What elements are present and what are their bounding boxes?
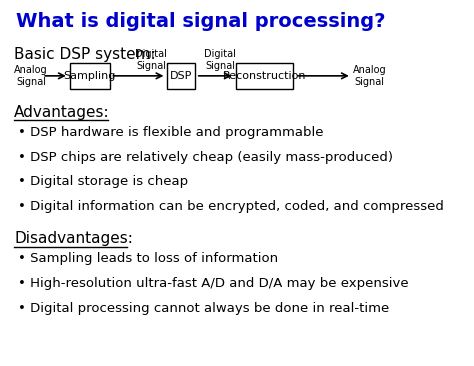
Text: Digital
Signal: Digital Signal (136, 49, 167, 71)
Text: DSP: DSP (170, 71, 192, 81)
Text: Analog
Signal: Analog Signal (14, 65, 48, 87)
Text: • DSP chips are relatively cheap (easily mass-produced): • DSP chips are relatively cheap (easily… (18, 151, 393, 164)
Text: Reconstruction: Reconstruction (223, 71, 306, 81)
Text: • Digital storage is cheap: • Digital storage is cheap (18, 175, 189, 188)
Text: Digital
Signal: Digital Signal (204, 49, 236, 71)
Text: • Sampling leads to loss of information: • Sampling leads to loss of information (18, 253, 278, 265)
Text: Disadvantages:: Disadvantages: (14, 231, 133, 246)
FancyBboxPatch shape (70, 63, 109, 89)
Text: What is digital signal processing?: What is digital signal processing? (16, 12, 386, 31)
Text: Advantages:: Advantages: (14, 105, 110, 120)
Text: • High-resolution ultra-fast A/D and D/A may be expensive: • High-resolution ultra-fast A/D and D/A… (18, 277, 409, 290)
FancyBboxPatch shape (236, 63, 293, 89)
FancyBboxPatch shape (167, 63, 195, 89)
Text: • Digital processing cannot always be done in real-time: • Digital processing cannot always be do… (18, 302, 390, 315)
Text: Basic DSP system:: Basic DSP system: (14, 47, 156, 62)
Text: Analog
Signal: Analog Signal (353, 65, 386, 87)
Text: Sampling: Sampling (64, 71, 116, 81)
Text: • DSP hardware is flexible and programmable: • DSP hardware is flexible and programma… (18, 126, 324, 139)
Text: • Digital information can be encrypted, coded, and compressed: • Digital information can be encrypted, … (18, 200, 444, 213)
